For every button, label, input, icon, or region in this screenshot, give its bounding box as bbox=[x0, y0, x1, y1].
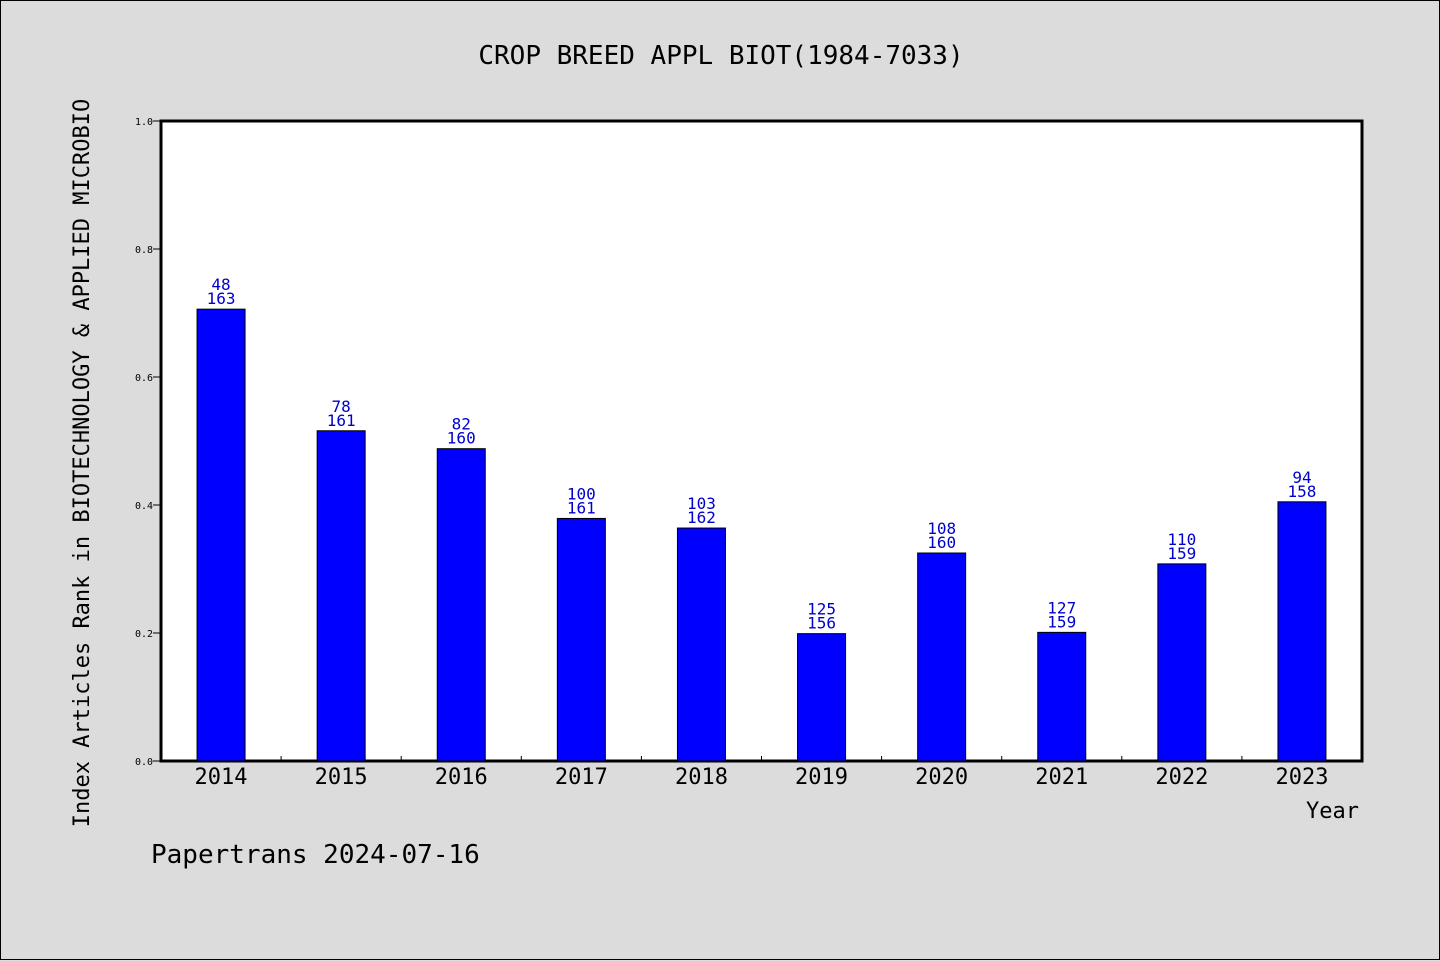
x-tick-label: 2023 bbox=[1275, 765, 1328, 790]
data-label-rank: 100 bbox=[567, 484, 596, 503]
bar bbox=[1277, 501, 1327, 762]
data-label-total: 160 bbox=[927, 533, 956, 552]
bar bbox=[917, 552, 967, 762]
data-label-total: 160 bbox=[447, 429, 476, 448]
data-label-total: 158 bbox=[1287, 482, 1316, 501]
bar bbox=[1157, 563, 1207, 762]
x-tick-label: 2015 bbox=[315, 765, 368, 790]
data-label-total: 159 bbox=[1167, 544, 1196, 563]
data-label-total: 161 bbox=[327, 411, 356, 430]
data-label-total: 161 bbox=[567, 498, 596, 517]
bar bbox=[797, 633, 847, 762]
data-label-total: 162 bbox=[687, 508, 716, 527]
data-label-rank: 78 bbox=[332, 397, 351, 416]
data-label-rank: 127 bbox=[1047, 598, 1076, 617]
data-label-rank: 103 bbox=[687, 494, 716, 513]
y-tick-label: 0.0 bbox=[135, 757, 153, 768]
data-label-total: 156 bbox=[807, 614, 836, 633]
plot-area: 0.00.20.40.60.81.04816320147816120158216… bbox=[135, 117, 1364, 790]
footer-watermark: Papertrans 2024-07-16 bbox=[151, 840, 480, 870]
x-tick-label: 2021 bbox=[1035, 765, 1088, 790]
data-label-rank: 48 bbox=[211, 275, 230, 294]
y-tick-label: 0.2 bbox=[135, 629, 153, 640]
x-tick-label: 2014 bbox=[195, 765, 248, 790]
x-tick-label: 2018 bbox=[675, 765, 728, 790]
chart-title: CROP BREED APPL BIOT(1984-7033) bbox=[478, 41, 963, 71]
data-label-total: 163 bbox=[207, 289, 236, 308]
x-tick-label: 2017 bbox=[555, 765, 608, 790]
x-axis-label: Year bbox=[1306, 799, 1359, 824]
y-tick-label: 0.8 bbox=[135, 245, 153, 256]
y-tick-label: 0.4 bbox=[135, 501, 153, 512]
x-tick-label: 2022 bbox=[1155, 765, 1208, 790]
data-label-rank: 82 bbox=[452, 415, 471, 434]
bar bbox=[556, 517, 606, 762]
y-axis-label: Index Articles Rank in BIOTECHNOLOGY & A… bbox=[70, 99, 95, 827]
x-tick-label: 2020 bbox=[915, 765, 968, 790]
y-tick-label: 0.6 bbox=[135, 373, 153, 384]
data-label-total: 159 bbox=[1047, 612, 1076, 631]
bar bbox=[676, 527, 726, 762]
bar bbox=[1037, 631, 1087, 762]
data-label-rank: 125 bbox=[807, 600, 836, 619]
bar bbox=[436, 448, 486, 762]
data-label-rank: 108 bbox=[927, 519, 956, 538]
x-tick-label: 2016 bbox=[435, 765, 488, 790]
bar bbox=[196, 308, 246, 762]
x-tick-label: 2019 bbox=[795, 765, 848, 790]
data-label-rank: 94 bbox=[1292, 468, 1311, 487]
bar bbox=[316, 430, 366, 762]
data-label-rank: 110 bbox=[1167, 530, 1196, 549]
y-tick-label: 1.0 bbox=[135, 117, 153, 128]
